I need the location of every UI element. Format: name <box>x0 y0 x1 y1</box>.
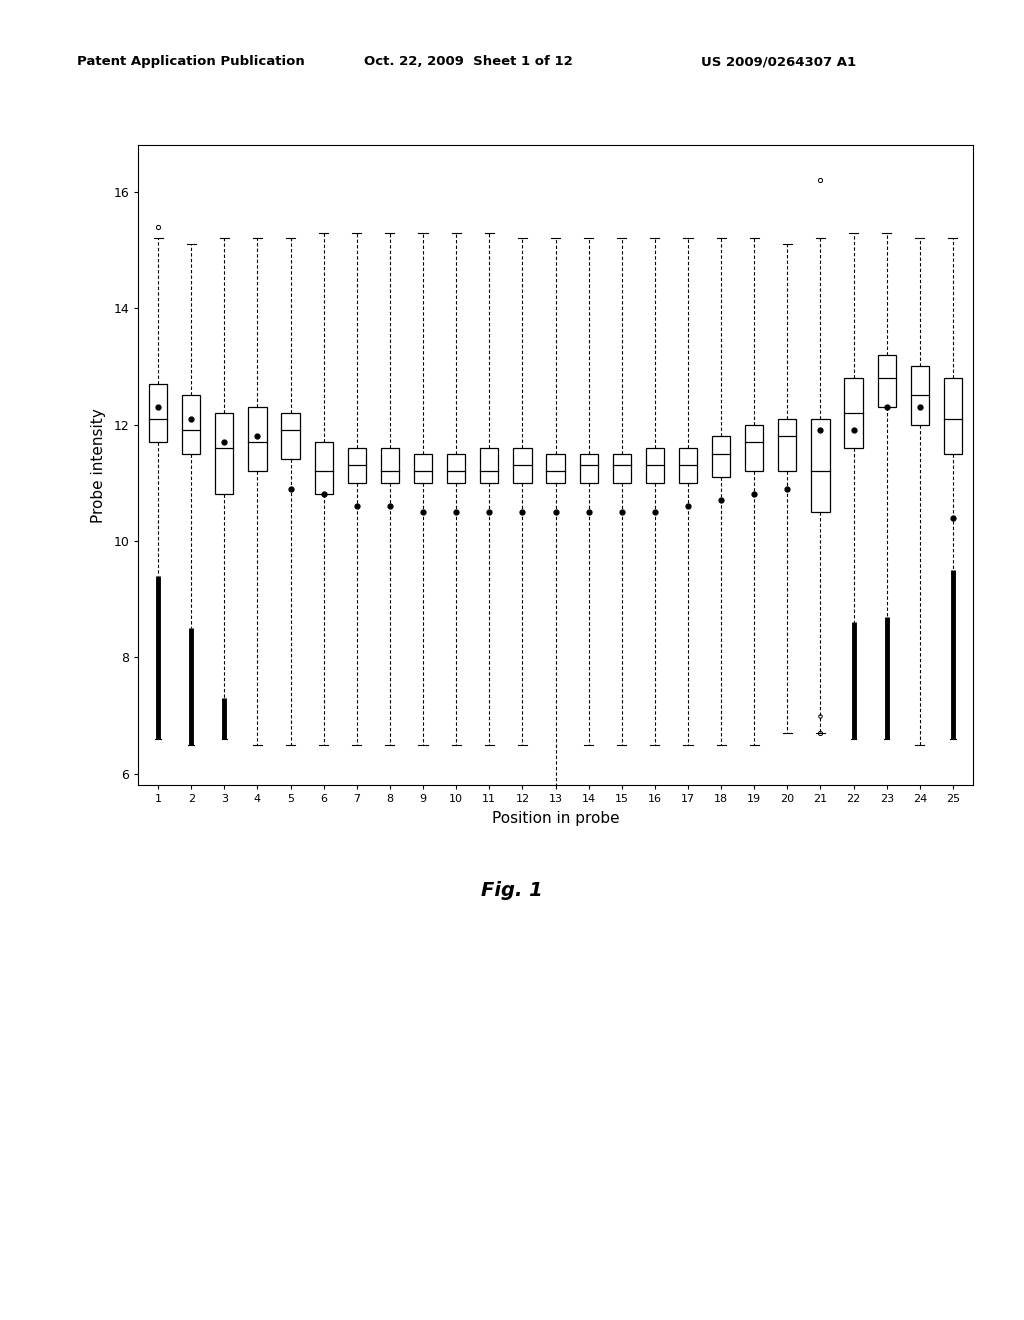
Bar <box>944 378 962 454</box>
Bar <box>580 454 598 483</box>
Bar <box>646 447 664 483</box>
Bar <box>910 367 929 425</box>
Bar <box>249 407 266 471</box>
Bar <box>381 447 399 483</box>
Bar <box>215 413 233 495</box>
Bar <box>282 413 300 459</box>
Text: Fig. 1: Fig. 1 <box>481 882 543 900</box>
Bar <box>878 355 896 407</box>
Bar <box>480 447 499 483</box>
Bar <box>150 384 167 442</box>
Bar <box>778 418 797 471</box>
Text: US 2009/0264307 A1: US 2009/0264307 A1 <box>701 55 856 69</box>
Text: Patent Application Publication: Patent Application Publication <box>77 55 304 69</box>
Bar <box>513 447 531 483</box>
Bar <box>712 436 730 477</box>
Bar <box>612 454 631 483</box>
Bar <box>811 418 829 512</box>
Bar <box>447 454 465 483</box>
Bar <box>348 447 366 483</box>
Text: Oct. 22, 2009  Sheet 1 of 12: Oct. 22, 2009 Sheet 1 of 12 <box>364 55 572 69</box>
Bar <box>745 425 763 471</box>
Bar <box>314 442 333 495</box>
Bar <box>679 447 697 483</box>
Bar <box>845 378 862 447</box>
X-axis label: Position in probe: Position in probe <box>492 812 620 826</box>
Y-axis label: Probe intensity: Probe intensity <box>91 408 106 523</box>
Bar <box>182 396 201 454</box>
Bar <box>414 454 432 483</box>
Bar <box>547 454 564 483</box>
